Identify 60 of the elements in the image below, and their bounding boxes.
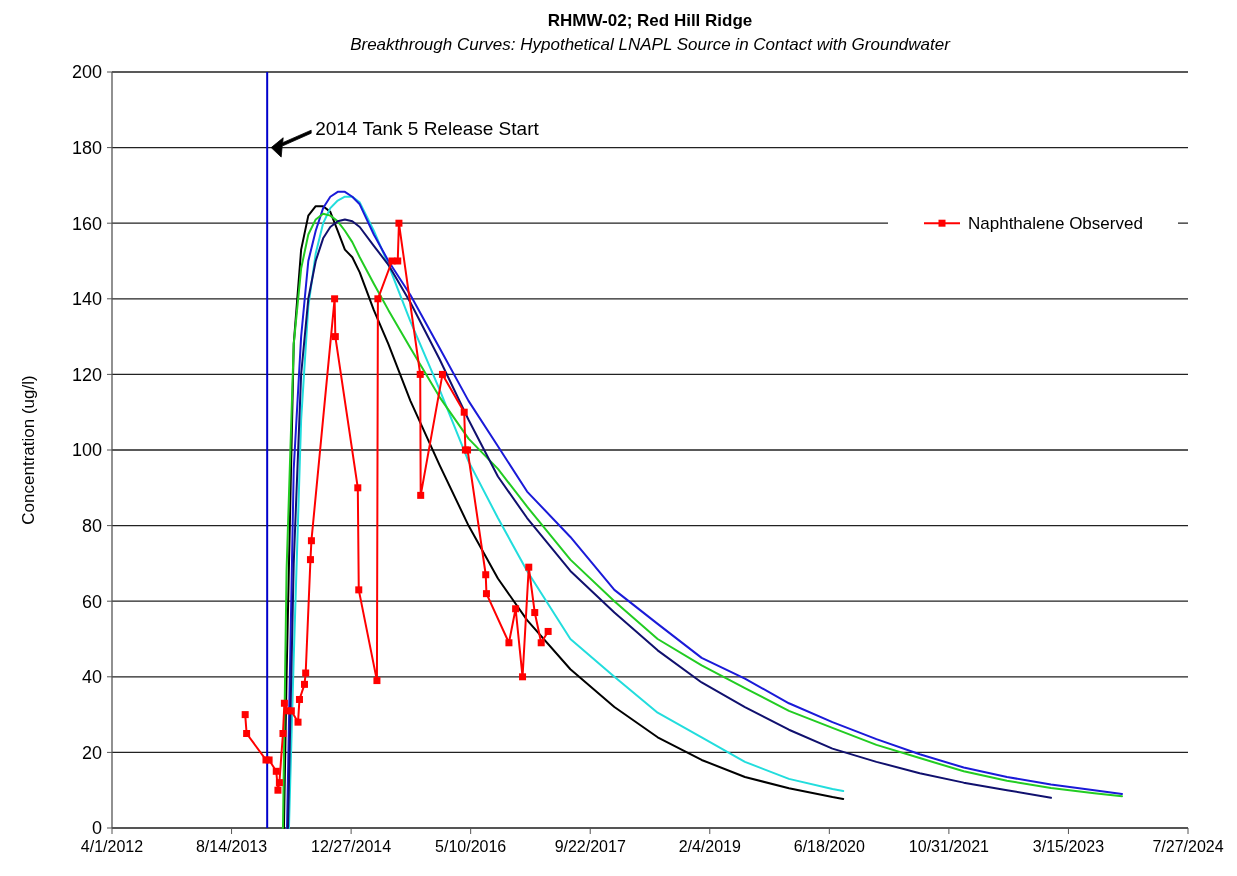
x-tick-label: 8/14/2013 xyxy=(195,838,268,855)
chart-subtitle: Breakthrough Curves: Hypothetical LNAPL Source in Contact with Groundwater xyxy=(350,35,952,54)
point xyxy=(505,639,513,647)
point xyxy=(331,333,339,341)
point xyxy=(482,571,490,579)
x-tick-label: 6/18/2020 xyxy=(793,838,866,855)
point xyxy=(395,219,403,227)
point xyxy=(279,730,287,737)
point xyxy=(373,677,381,685)
y-tick-label: 40 xyxy=(81,667,102,688)
point xyxy=(354,484,362,492)
y-tick-label: 120 xyxy=(71,364,102,385)
point xyxy=(537,639,545,647)
y-tick-label: 160 xyxy=(71,213,102,234)
legend-label: Naphthalene Observed xyxy=(968,214,1143,234)
point xyxy=(243,730,251,737)
x-tick-label: 7/27/2024 xyxy=(1152,838,1224,855)
point xyxy=(416,370,424,378)
point xyxy=(294,718,302,726)
point xyxy=(512,605,520,613)
point xyxy=(295,695,303,703)
point xyxy=(374,295,382,303)
y-tick-label: 20 xyxy=(81,742,102,763)
point xyxy=(331,295,339,303)
point xyxy=(460,408,468,416)
point xyxy=(300,680,308,688)
point xyxy=(274,786,282,794)
point xyxy=(275,779,283,787)
point xyxy=(531,609,539,617)
y-tick-label: 200 xyxy=(71,62,102,83)
x-tick-label: 4/1/2012 xyxy=(80,838,144,855)
point xyxy=(394,257,402,265)
point xyxy=(306,556,314,564)
point xyxy=(302,669,310,677)
x-tick-label: 3/15/2023 xyxy=(1032,838,1105,855)
point xyxy=(438,370,446,378)
point xyxy=(417,491,425,499)
point xyxy=(272,767,280,775)
y-tick-label: 100 xyxy=(71,440,102,461)
y-tick-label: 80 xyxy=(81,515,102,536)
x-tick-label: 5/10/2016 xyxy=(435,838,507,855)
y-tick-label: 180 xyxy=(71,137,102,158)
point xyxy=(544,627,552,635)
x-tick-label: 12/27/2014 xyxy=(311,838,392,855)
point xyxy=(519,673,527,681)
ref-line-label: 2014 Tank 5 Release Start xyxy=(315,118,540,140)
point xyxy=(241,711,249,719)
point xyxy=(307,537,315,545)
y-axis-title: Concentration (ug/l) xyxy=(19,375,38,525)
y-tick-label: 140 xyxy=(71,289,102,310)
x-tick-label: 2/4/2019 xyxy=(678,838,742,855)
point xyxy=(355,586,363,594)
y-tick-label: 0 xyxy=(91,818,102,839)
point xyxy=(525,563,533,571)
x-tick-label: 9/22/2017 xyxy=(554,838,626,855)
point xyxy=(482,590,490,598)
y-tick-label: 60 xyxy=(81,591,102,612)
chart-title: RHMW-02; Red Hill Ridge xyxy=(547,11,753,30)
x-tick-label: 10/31/2021 xyxy=(908,838,990,855)
point xyxy=(280,699,288,707)
